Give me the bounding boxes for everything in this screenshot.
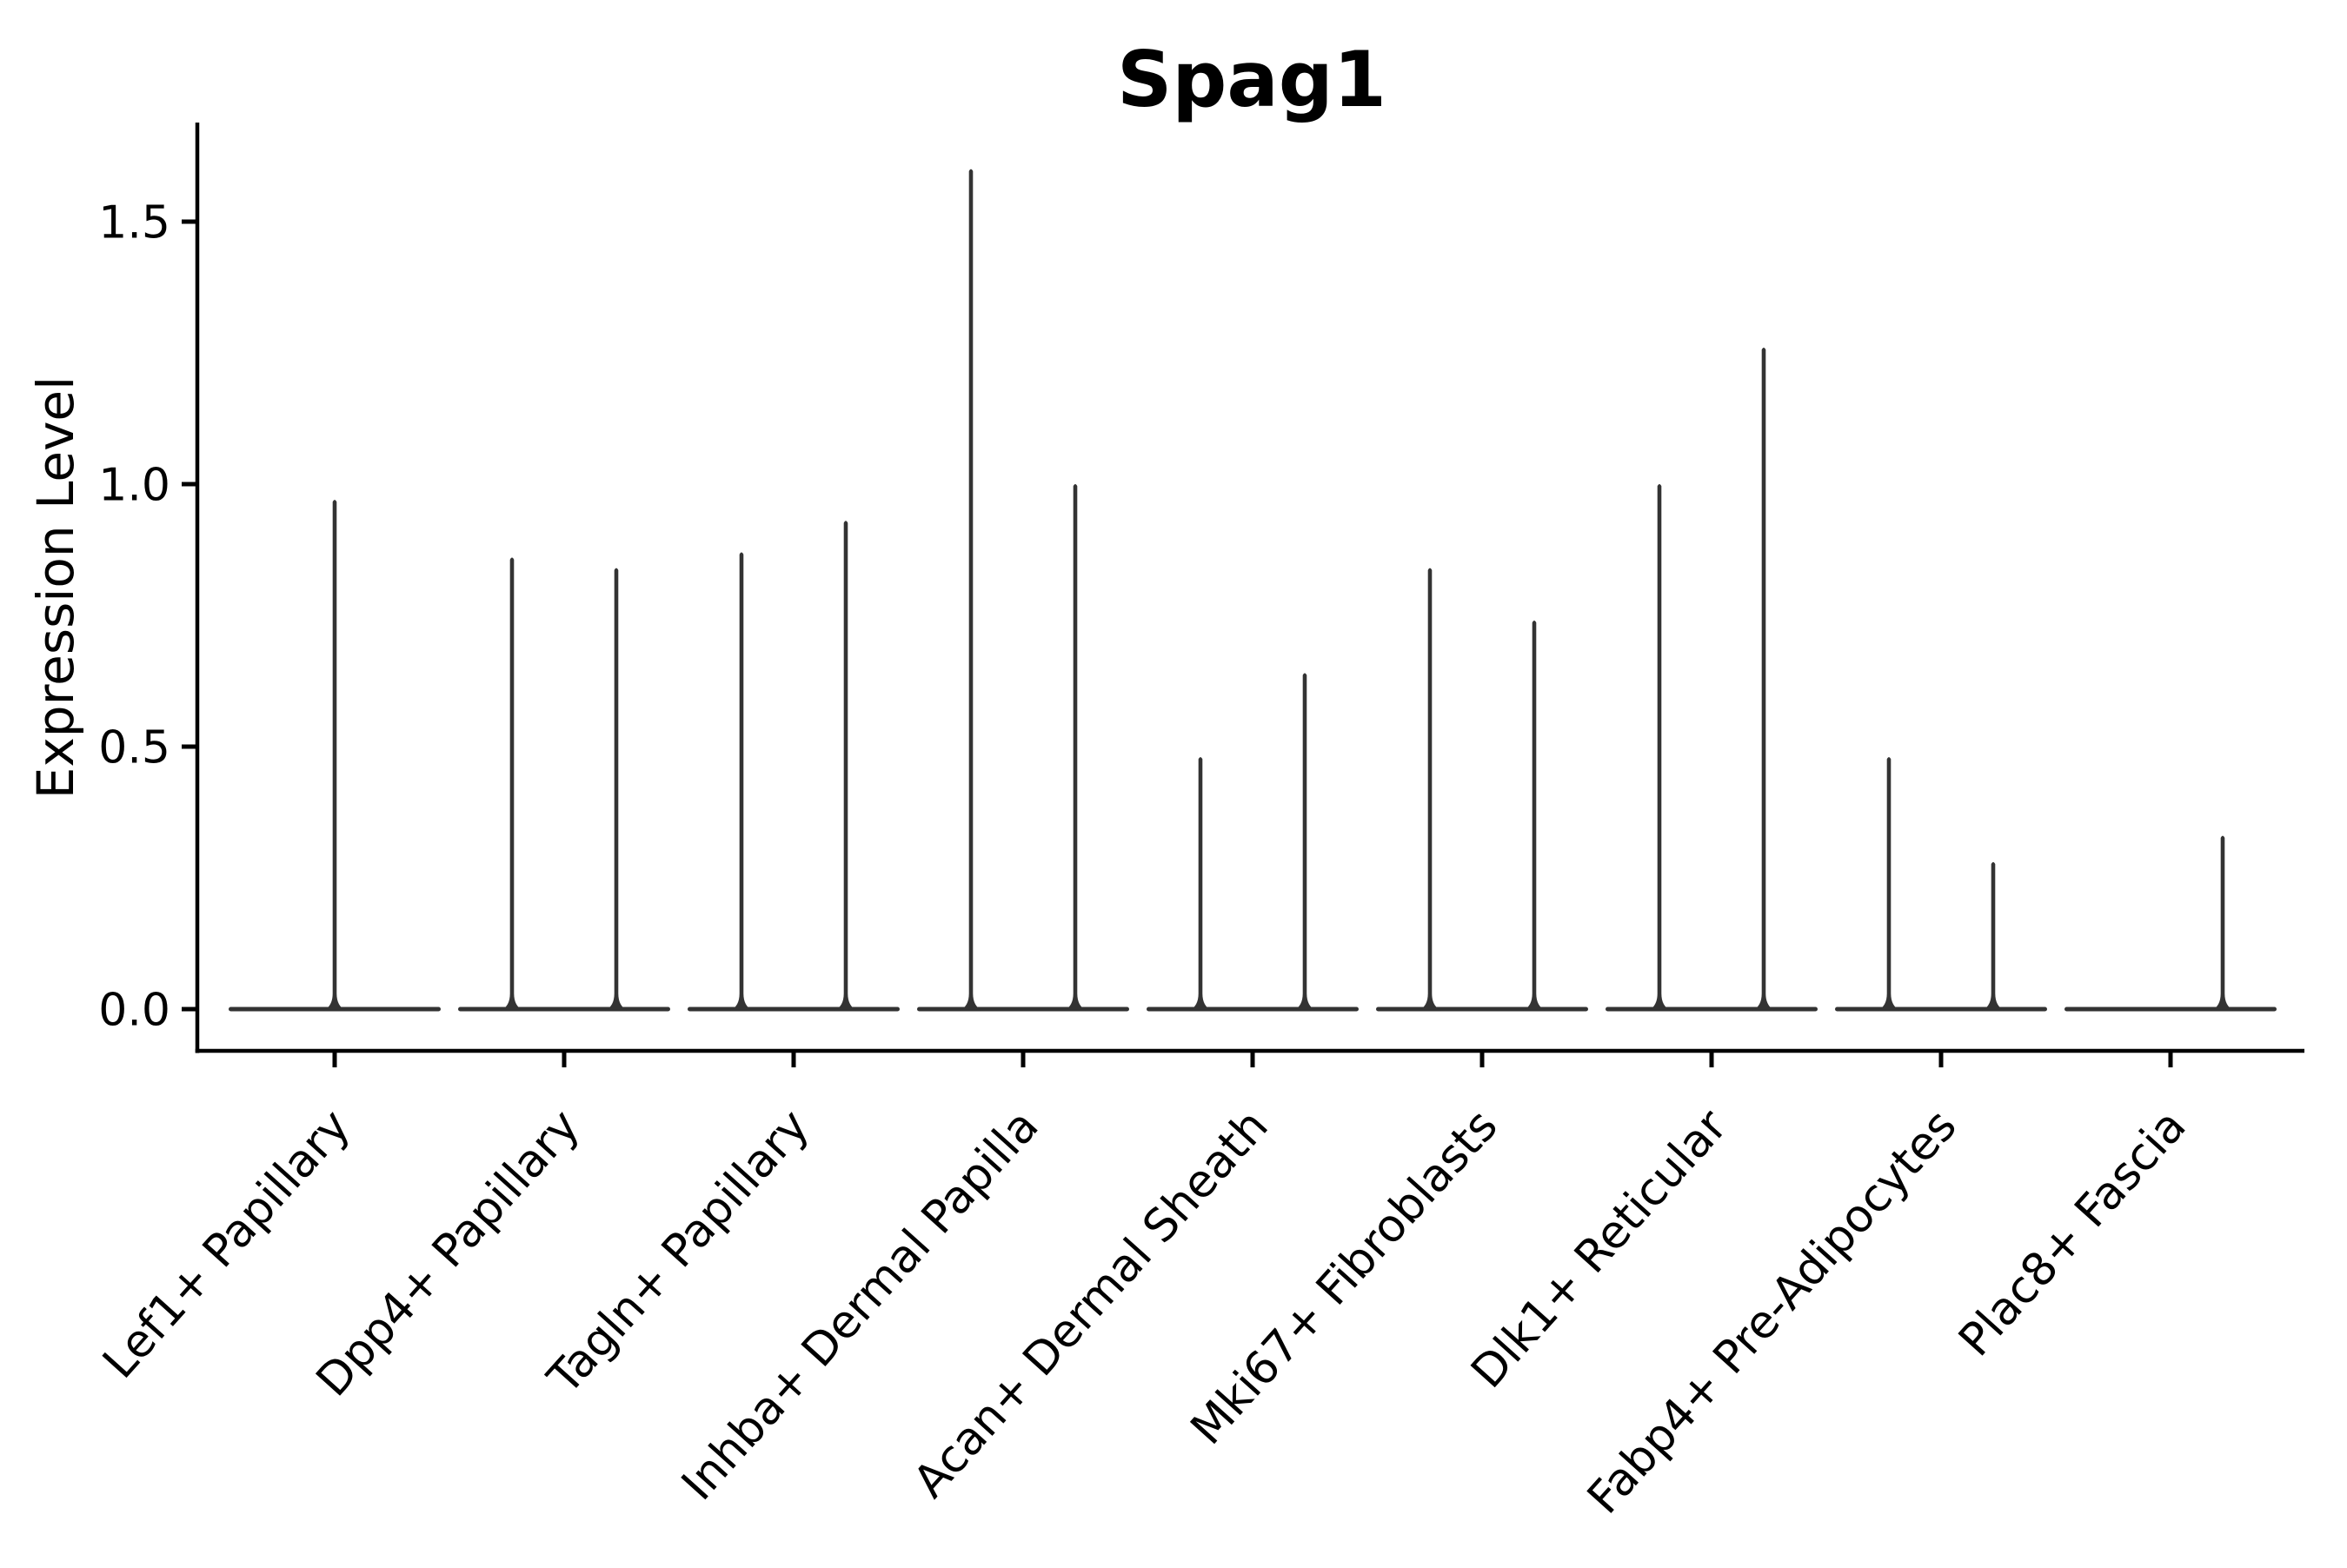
y-axis-label: Expression Level bbox=[26, 376, 85, 799]
chart-title: Spag1 bbox=[1117, 35, 1386, 124]
violin bbox=[834, 521, 857, 1011]
violin bbox=[605, 568, 628, 1011]
violin bbox=[1752, 347, 1775, 1011]
violin-baseline bbox=[1147, 1007, 1359, 1012]
y-axis-ticks: 0.0 0.5 1.0 1.5 bbox=[98, 197, 197, 1037]
violin bbox=[2211, 835, 2234, 1011]
violin bbox=[1523, 621, 1546, 1011]
x-axis-ticks bbox=[332, 1053, 2173, 1067]
violin-baseline bbox=[1606, 1007, 1818, 1012]
violin bbox=[1064, 484, 1087, 1011]
violin-baseline bbox=[2064, 1007, 2277, 1012]
violin bbox=[501, 557, 523, 1011]
violin bbox=[1648, 484, 1671, 1011]
violins-group bbox=[229, 169, 2277, 1012]
violin-baseline bbox=[1835, 1007, 2047, 1012]
y-tick-label: 0.5 bbox=[98, 722, 170, 774]
violin bbox=[1293, 673, 1316, 1011]
x-tick-label: Fabp4+ Pre-Adipocytes bbox=[1578, 1100, 1967, 1525]
violin-baseline bbox=[688, 1007, 900, 1012]
violin bbox=[1419, 568, 1441, 1011]
violin bbox=[730, 552, 753, 1011]
violin bbox=[1982, 861, 2005, 1011]
violin-baseline bbox=[1376, 1007, 1588, 1012]
violin bbox=[960, 169, 982, 1012]
violin bbox=[1189, 757, 1212, 1011]
x-tick-label: Dlk1+ Reticular bbox=[1461, 1100, 1738, 1399]
violin-baseline bbox=[458, 1007, 670, 1012]
violin-baseline bbox=[917, 1007, 1129, 1012]
y-tick-label: 1.5 bbox=[98, 197, 170, 249]
y-tick-label: 1.0 bbox=[98, 460, 170, 512]
x-tick-label: Lef1+ Papillary bbox=[93, 1100, 360, 1389]
x-tick-label: Plac8+ Fascia bbox=[1949, 1100, 2196, 1367]
violin bbox=[1878, 757, 1900, 1011]
violin bbox=[323, 500, 346, 1011]
y-tick-label: 0.0 bbox=[98, 985, 170, 1037]
